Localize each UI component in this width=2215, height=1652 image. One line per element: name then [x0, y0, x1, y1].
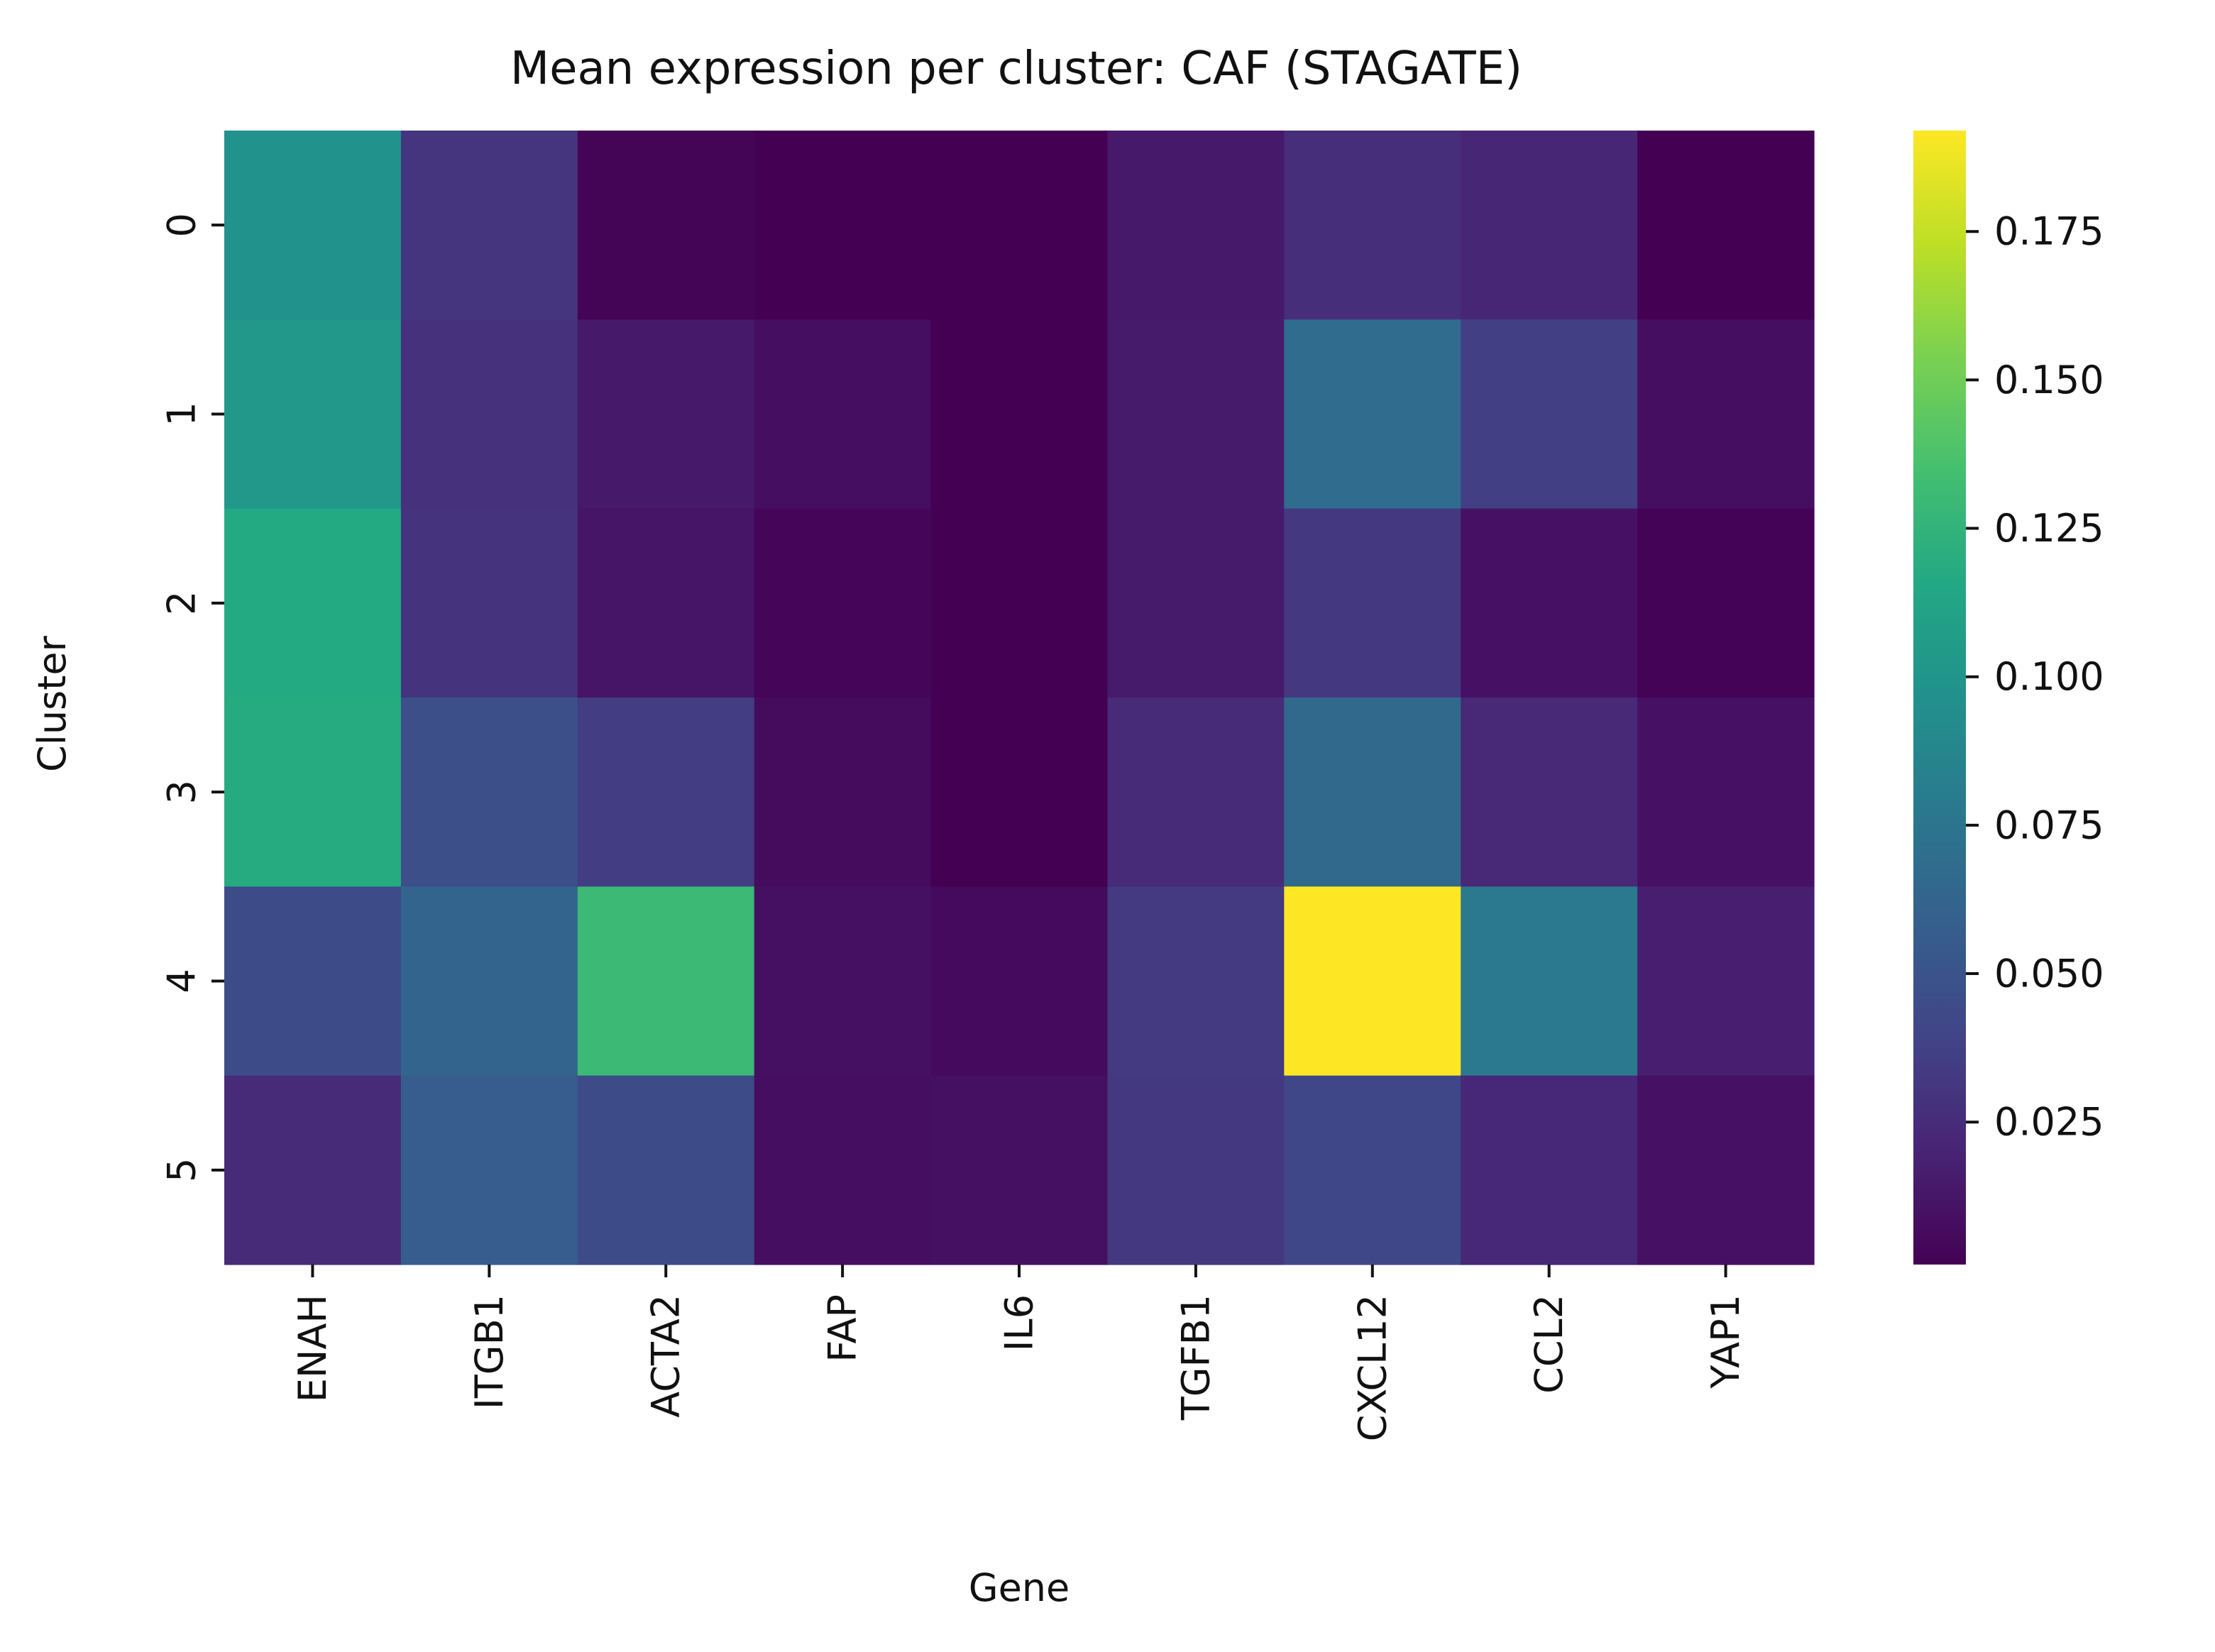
heatmap-cell — [577, 886, 755, 1076]
heatmap-cell — [224, 698, 402, 887]
x-tick-label: FAP — [820, 1294, 865, 1362]
heatmap-cell — [1637, 508, 1815, 698]
colorbar-tick-label: 0.150 — [1994, 358, 2104, 402]
heatmap-cell — [1461, 508, 1638, 698]
heatmap-cell — [930, 698, 1109, 887]
heatmap-cell — [400, 508, 578, 698]
y-tick-label: 2 — [160, 591, 204, 615]
heatmap-cell — [1107, 886, 1285, 1076]
colorbar-tick-label: 0.050 — [1994, 952, 2104, 996]
x-tick-label: IL6 — [997, 1294, 1042, 1351]
heatmap-cell — [224, 319, 402, 510]
heatmap-cell — [1461, 131, 1638, 320]
heatmap-cell — [1637, 698, 1815, 887]
heatmap-cell — [1637, 1075, 1815, 1265]
heatmap-cell — [400, 1075, 578, 1265]
colorbar-gradient — [1913, 131, 1966, 1265]
heatmap-cell — [754, 698, 932, 887]
heatmap-cell — [224, 1075, 402, 1265]
heatmap-cells — [224, 131, 1815, 1265]
heatmap-cell — [1461, 698, 1638, 887]
heatmap-cell — [1284, 698, 1461, 887]
heatmap-cell — [1107, 319, 1285, 510]
heatmap-cell — [400, 698, 578, 887]
heatmap-cell — [400, 319, 578, 510]
y-tick-label: 4 — [160, 969, 204, 993]
heatmap-cell — [1637, 131, 1815, 320]
colorbar-tick-label: 0.075 — [1994, 803, 2104, 847]
heatmap-cell — [754, 319, 932, 510]
y-tick-label: 0 — [160, 213, 204, 237]
heatmap-cell — [754, 508, 932, 698]
heatmap-cell — [1461, 319, 1638, 510]
heatmap-cell — [1284, 508, 1461, 698]
heatmap-cell — [577, 319, 755, 510]
heatmap-cell — [577, 508, 755, 698]
x-axis: ENAH ITGB1 ACTA2 FAP IL6 TGFB1 CXCL12 CCL2 YAP1 — [290, 1265, 1748, 1441]
heatmap-cell — [930, 1075, 1109, 1265]
heatmap-cell — [224, 886, 402, 1076]
x-axis-label: Gene — [969, 1565, 1070, 1610]
heatmap-cell — [1107, 1075, 1285, 1265]
x-tick-label: CXCL12 — [1350, 1294, 1395, 1441]
heatmap-cell — [1107, 131, 1285, 320]
heatmap-cell — [754, 886, 932, 1076]
heatmap-cell — [1284, 131, 1461, 320]
colorbar: 0.025 0.050 0.075 0.100 0.125 0.150 0.175 — [1913, 131, 2104, 1265]
heatmap-cell — [1107, 508, 1285, 698]
x-tick-label: ENAH — [290, 1294, 335, 1402]
heatmap-cell — [754, 1075, 932, 1265]
colorbar-tick-label: 0.175 — [1994, 209, 2104, 254]
chart-title: Mean expression per cluster: CAF (STAGAT… — [510, 43, 1522, 95]
heatmap-cell — [930, 319, 1109, 510]
x-tick-label: TGFB1 — [1173, 1294, 1218, 1421]
x-tick-label: YAP1 — [1703, 1294, 1748, 1389]
heatmap-cell — [1637, 886, 1815, 1076]
y-tick-label: 5 — [160, 1158, 204, 1182]
colorbar-tick-label: 0.025 — [1994, 1100, 2104, 1145]
heatmap-cell — [1637, 319, 1815, 510]
heatmap-cell — [577, 698, 755, 887]
y-axis-label: Cluster — [30, 635, 75, 771]
colorbar-tick-label: 0.125 — [1994, 506, 2104, 551]
x-tick-label: ITGB1 — [467, 1294, 512, 1409]
heatmap-cell — [1284, 1075, 1461, 1265]
heatmap-cell — [577, 1075, 755, 1265]
heatmap-cell — [224, 131, 402, 320]
y-tick-label: 3 — [160, 780, 204, 804]
colorbar-tick-label: 0.100 — [1994, 654, 2104, 699]
heatmap-cell — [1107, 698, 1285, 887]
heatmap-cell — [930, 886, 1109, 1076]
heatmap-cell — [930, 131, 1109, 320]
heatmap-cell — [1461, 1075, 1638, 1265]
heatmap-cell — [400, 131, 578, 320]
y-axis: 0 1 2 3 4 5 — [160, 213, 224, 1182]
x-tick-label: CCL2 — [1527, 1294, 1571, 1394]
heatmap-cell — [400, 886, 578, 1076]
heatmap-cell — [754, 131, 932, 320]
heatmap-cell — [577, 131, 755, 320]
heatmap-cell — [1284, 319, 1461, 510]
heatmap-cell — [224, 508, 402, 698]
x-tick-label: ACTA2 — [644, 1294, 688, 1418]
heatmap-cell — [1461, 886, 1638, 1076]
heatmap-cell — [930, 508, 1109, 698]
y-tick-label: 1 — [160, 402, 204, 426]
heatmap-cell — [1284, 886, 1461, 1076]
